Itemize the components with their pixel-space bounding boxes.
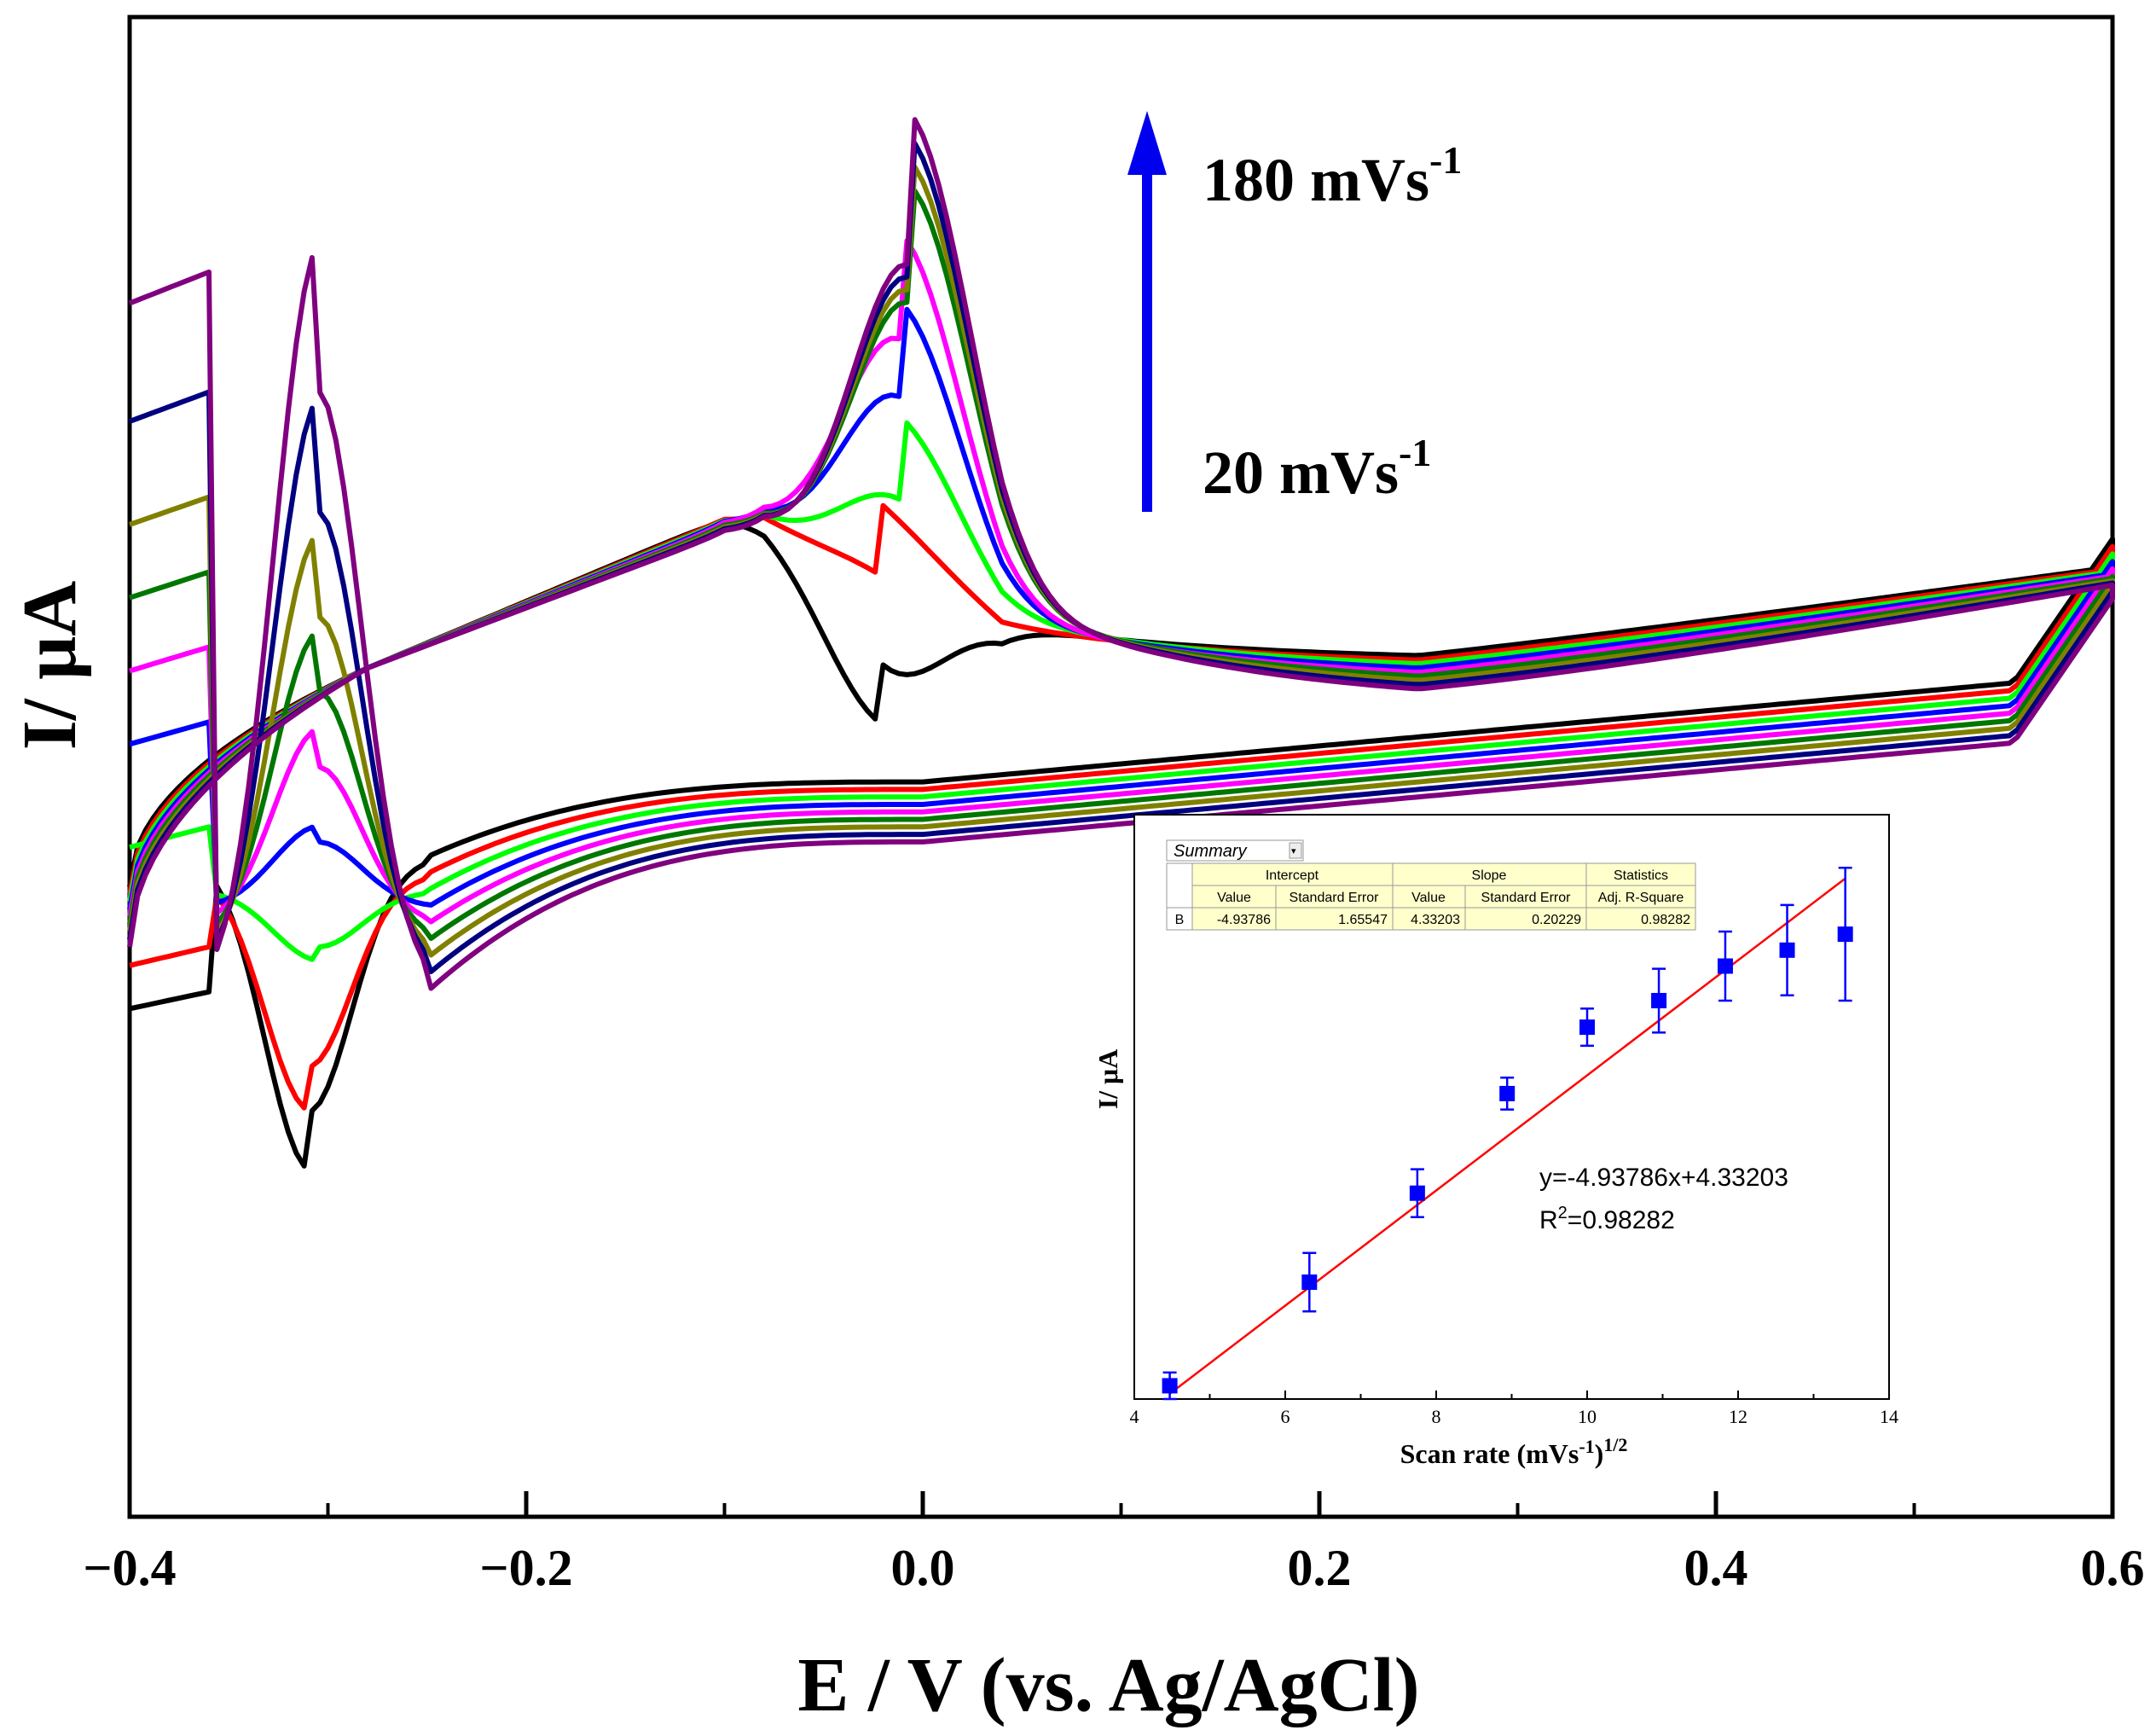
inset-xlabel-sup1: -1	[1579, 1436, 1594, 1457]
scan-rate-arrow	[1127, 111, 1167, 512]
inset-x-tick-label: 10	[1578, 1406, 1597, 1427]
table-title-cell	[1166, 839, 1304, 862]
cv-curve-series	[127, 238, 2115, 925]
annotation-180-text: 180 mVs	[1203, 146, 1429, 214]
main-x-ticks: −0.4 −0.2 0.0 0.2 0.4 0.6	[83, 1491, 2145, 1596]
table-body	[1166, 862, 1696, 931]
cv-curves	[127, 117, 2115, 1169]
x-tick-label: 0.4	[1684, 1540, 1748, 1596]
table-slope-stderr: 0.20229	[1532, 913, 1581, 927]
x-tick-label: −0.4	[83, 1540, 176, 1596]
table-slope-value: 4.33203	[1411, 913, 1460, 927]
r2-label: R	[1539, 1206, 1558, 1234]
data-point	[1717, 958, 1733, 974]
table-header-value-2: Value	[1411, 891, 1446, 905]
data-point	[1779, 942, 1795, 958]
table-intercept-stderr: 1.65547	[1338, 913, 1388, 927]
inset-x-tick-label: 6	[1281, 1406, 1290, 1427]
inset-data-points	[1162, 867, 1853, 1401]
table-header-stderr-2: Standard Error	[1481, 891, 1572, 905]
table-group-statistics: Statistics	[1614, 868, 1668, 883]
table-adjr2-value: 0.98282	[1641, 913, 1690, 927]
x-tick-label: 0.6	[2081, 1540, 2145, 1596]
inset-x-axis-title: Scan rate (mVs-1)1/2	[1400, 1434, 1628, 1469]
annotation-180: 180 mVs-1	[1203, 138, 1462, 214]
inset-y-axis-title: I/ μA	[1092, 1049, 1123, 1110]
x-tick-label: 0.2	[1288, 1540, 1352, 1596]
inset-x-tick-label: 4	[1130, 1406, 1139, 1427]
r2-value: =0.98282	[1568, 1206, 1675, 1234]
data-point	[1409, 1185, 1425, 1201]
inset-xlabel-part2: )	[1595, 1438, 1604, 1469]
inset-x-ticks: 4 6 8 10 12 14	[1130, 1391, 1898, 1427]
table-title: Summary	[1174, 842, 1248, 861]
table-group-slope: Slope	[1472, 868, 1507, 883]
summary-table: Summary ▾ Intercept Slope Statistics Val…	[1166, 839, 1696, 931]
annotation-20: 20 mVs-1	[1203, 431, 1431, 507]
data-point	[1579, 1019, 1595, 1036]
inset-xlabel-sup2: 1/2	[1603, 1434, 1627, 1455]
fit-r-squared: R2=0.98282	[1539, 1204, 1675, 1234]
inset-xlabel-part1: Scan rate (mVs	[1400, 1438, 1579, 1469]
annotation-20-exp: -1	[1399, 431, 1431, 474]
table-header-value-1: Value	[1217, 891, 1251, 905]
x-axis-title: E / V (vs. Ag/AgCl)	[797, 1643, 1419, 1727]
table-header-stderr-1: Standard Error	[1290, 891, 1380, 905]
table-row-head	[1166, 907, 1193, 931]
data-point	[1162, 1378, 1178, 1394]
x-tick-label: −0.2	[479, 1540, 572, 1596]
r2-sup: 2	[1558, 1204, 1568, 1222]
cv-curve-series	[127, 117, 2115, 991]
inset-x-tick-label: 14	[1880, 1406, 1898, 1427]
fit-equation: y=-4.93786x+4.33203	[1539, 1164, 1788, 1192]
table-row-label: B	[1175, 913, 1185, 927]
dropdown-caret-icon: ▾	[1291, 845, 1296, 856]
data-point	[1651, 992, 1667, 1008]
annotation-180-exp: -1	[1429, 138, 1462, 182]
data-point	[1499, 1085, 1516, 1101]
table-dropdown[interactable]	[1289, 842, 1302, 859]
y-axis-title: I/ μA	[8, 581, 92, 751]
table-header-adjr2: Adj. R-Square	[1598, 891, 1684, 905]
table-corner	[1166, 862, 1193, 909]
inset-x-tick-label: 12	[1729, 1406, 1747, 1427]
data-point	[1837, 926, 1853, 943]
annotation-20-text: 20 mVs	[1203, 438, 1399, 507]
x-tick-label: 0.0	[891, 1540, 955, 1596]
data-point	[1301, 1274, 1318, 1290]
arrow-head	[1127, 111, 1167, 175]
inset-chart: 4 6 8 10 12 14 Scan rate (mVs-1)1/2 I/ μA y=-…	[1092, 814, 1898, 1469]
table-group-intercept: Intercept	[1266, 868, 1319, 883]
table-intercept-value: -4.93786	[1217, 913, 1271, 927]
inset-x-tick-label: 8	[1432, 1406, 1441, 1427]
